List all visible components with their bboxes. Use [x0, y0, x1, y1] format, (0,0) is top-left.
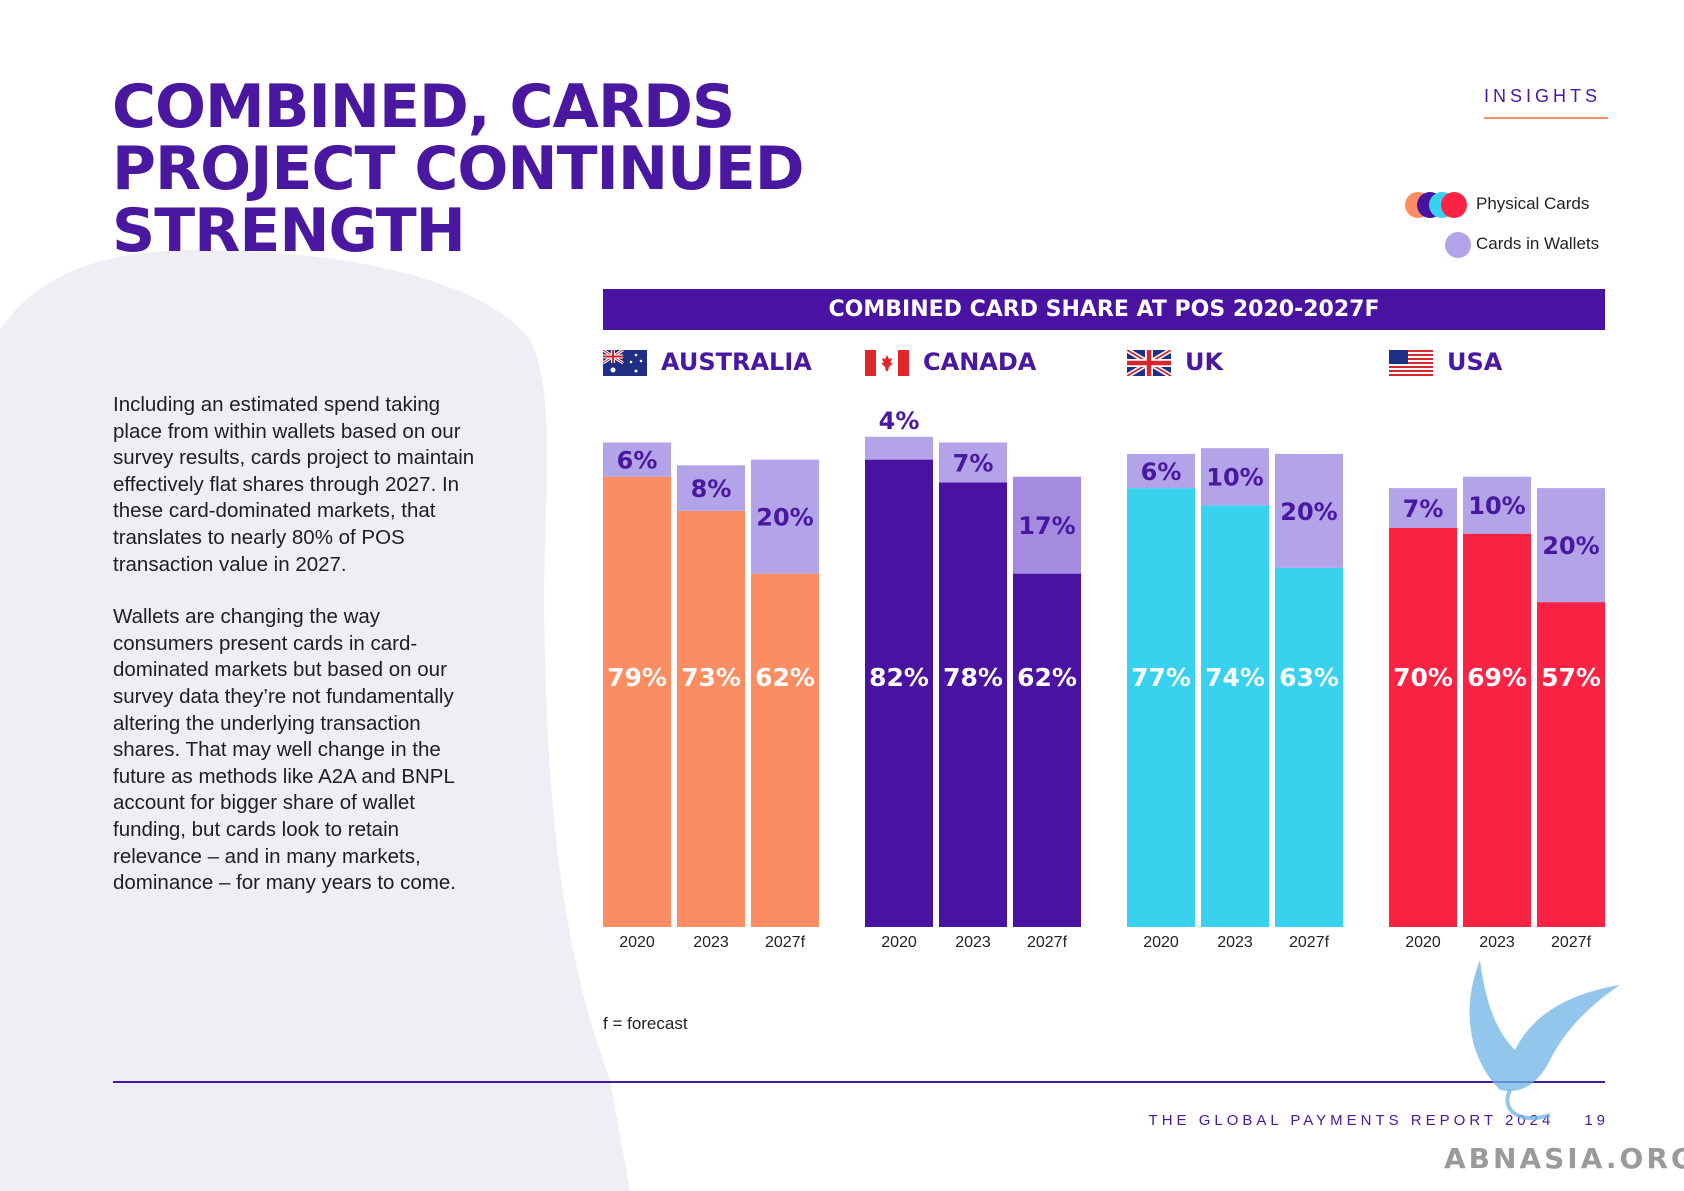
body-paragraph-2: Wallets are changing the way consumers p…	[113, 605, 456, 895]
title-line-1: COMBINED, CARDS	[112, 72, 735, 142]
australia-flag-icon	[603, 350, 647, 376]
uk-flag-icon	[1127, 350, 1171, 376]
canada-flag-icon	[865, 350, 909, 376]
legend-item-physical-cards: Physical Cards	[1400, 190, 1620, 230]
footnote: f = forecast	[603, 1014, 688, 1033]
country-name-canada: CANADA	[923, 348, 1037, 376]
footer-divider	[113, 1081, 1605, 1083]
page-number: 19	[1584, 1112, 1609, 1129]
title-line-3: STRENGTH	[112, 196, 466, 266]
legend-item-cards-in-wallets: Cards in Wallets	[1400, 230, 1620, 270]
chart-legend: Physical Cards Cards in Wallets	[1400, 190, 1620, 270]
legend-label-cards-in-wallets: Cards in Wallets	[1476, 234, 1600, 253]
section-tag: INSIGHTS	[1484, 86, 1608, 119]
legend-label-physical-cards: Physical Cards	[1476, 194, 1590, 213]
legend-swatch-wallets	[1445, 232, 1471, 258]
watermark-text: ABNASIA.ORG	[1444, 1142, 1684, 1175]
footer: THE GLOBAL PAYMENTS REPORT 2024 19	[1149, 1112, 1609, 1129]
watermark-bird-logo	[1469, 960, 1620, 1121]
country-name-australia: AUSTRALIA	[661, 348, 812, 376]
body-paragraph-1: Including an estimated spend taking plac…	[113, 393, 475, 576]
page-title: COMBINED, CARDS PROJECT CONTINUED STRENG…	[112, 72, 805, 266]
footer-label: THE GLOBAL PAYMENTS REPORT 2024	[1148, 1112, 1555, 1129]
usa-flag-icon	[1389, 350, 1433, 376]
country-name-uk: UK	[1185, 348, 1224, 376]
title-line-2: PROJECT CONTINUED	[112, 134, 805, 204]
legend-swatch-usa	[1441, 192, 1467, 218]
chart-title: COMBINED CARD SHARE AT POS 2020-2027F	[603, 289, 1605, 330]
body-text: Including an estimated spend taking plac…	[113, 392, 483, 923]
country-name-usa: USA	[1447, 348, 1503, 376]
